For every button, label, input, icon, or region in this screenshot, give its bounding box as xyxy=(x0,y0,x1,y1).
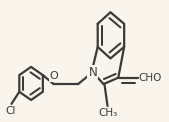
Text: O: O xyxy=(49,71,58,81)
Text: Cl: Cl xyxy=(5,106,16,116)
Text: N: N xyxy=(88,66,97,79)
Text: CHO: CHO xyxy=(139,73,162,83)
Text: CH₃: CH₃ xyxy=(98,108,117,118)
